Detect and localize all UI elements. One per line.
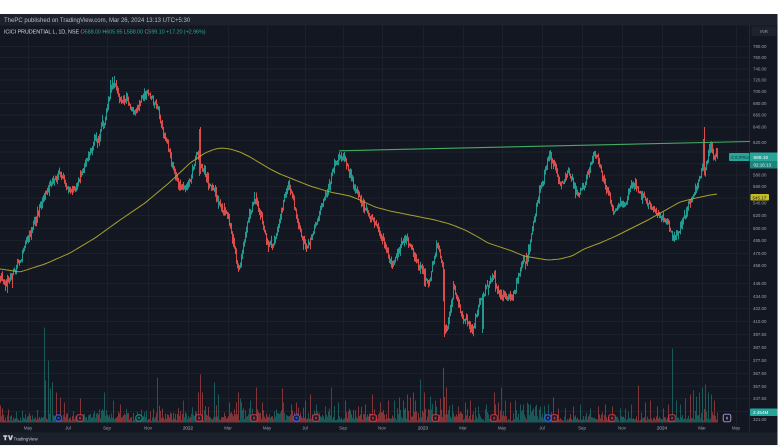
svg-text:Nov: Nov xyxy=(144,426,153,431)
svg-text:700.00: 700.00 xyxy=(753,89,767,94)
svg-text:Sep: Sep xyxy=(578,426,586,431)
svg-text:TradingView: TradingView xyxy=(14,436,39,441)
svg-text:560.00: 560.00 xyxy=(753,184,767,189)
svg-text:2023: 2023 xyxy=(418,426,429,431)
svg-text:ICICIPRULI: ICICIPRULI xyxy=(731,155,752,160)
svg-text:321.00: 321.00 xyxy=(753,417,767,422)
svg-text:520.00: 520.00 xyxy=(753,213,767,218)
svg-text:Nov: Nov xyxy=(378,426,387,431)
svg-text:02:16:13: 02:16:13 xyxy=(754,163,772,168)
svg-text:May: May xyxy=(732,426,741,431)
svg-text:INR: INR xyxy=(760,29,769,34)
svg-text:660.00: 660.00 xyxy=(753,112,767,117)
svg-text:Mar: Mar xyxy=(698,426,706,431)
svg-text:620.00: 620.00 xyxy=(753,140,767,145)
svg-text:640.00: 640.00 xyxy=(753,124,767,129)
svg-text:446.00: 446.00 xyxy=(753,281,767,286)
svg-text:Jul: Jul xyxy=(539,426,545,431)
svg-text:422.00: 422.00 xyxy=(753,306,767,311)
svg-text:2.454M: 2.454M xyxy=(753,410,768,415)
svg-text:Nov: Nov xyxy=(618,426,627,431)
svg-text:580.00: 580.00 xyxy=(753,172,767,177)
svg-text:Mar: Mar xyxy=(224,426,232,431)
svg-text:2022: 2022 xyxy=(183,426,194,431)
svg-text:347.50: 347.50 xyxy=(753,396,767,401)
svg-text:434.00: 434.00 xyxy=(753,294,767,299)
svg-text:500.00: 500.00 xyxy=(753,226,767,231)
svg-text:Sep: Sep xyxy=(103,426,111,431)
svg-text:367.50: 367.50 xyxy=(753,371,767,376)
svg-text:ICICI PRUDENTIAL L, 1D, NSE O5: ICICI PRUDENTIAL L, 1D, NSE O588.00 H605… xyxy=(4,30,206,36)
svg-text:387.50: 387.50 xyxy=(753,345,767,350)
svg-text:Jul: Jul xyxy=(65,426,71,431)
svg-text:780.00: 780.00 xyxy=(753,44,767,49)
svg-text:545.17: 545.17 xyxy=(753,196,767,201)
svg-text:377.50: 377.50 xyxy=(753,358,767,363)
svg-text:Mar: Mar xyxy=(459,426,467,431)
svg-text:720.00: 720.00 xyxy=(753,77,767,82)
svg-text:357.50: 357.50 xyxy=(753,384,767,389)
svg-text:397.50: 397.50 xyxy=(753,332,767,337)
svg-text:540.00: 540.00 xyxy=(753,200,767,205)
svg-text:2024: 2024 xyxy=(657,426,668,431)
svg-text:599.10: 599.10 xyxy=(754,155,769,161)
svg-text:May: May xyxy=(24,426,33,431)
svg-text:485.00: 485.00 xyxy=(753,238,767,243)
svg-text:ThePC published on TradingView: ThePC published on TradingView.com, Mar … xyxy=(4,18,191,24)
svg-text:680.00: 680.00 xyxy=(753,101,767,106)
svg-text:760.00: 760.00 xyxy=(753,55,767,60)
svg-text:May: May xyxy=(498,426,507,431)
svg-text:458.00: 458.00 xyxy=(753,263,767,268)
svg-text:May: May xyxy=(263,426,272,431)
svg-text:740.00: 740.00 xyxy=(753,66,767,71)
svg-text:410.00: 410.00 xyxy=(753,319,767,324)
svg-text:470.00: 470.00 xyxy=(753,251,767,256)
svg-text:Sep: Sep xyxy=(339,426,347,431)
svg-text:Jul: Jul xyxy=(302,426,308,431)
